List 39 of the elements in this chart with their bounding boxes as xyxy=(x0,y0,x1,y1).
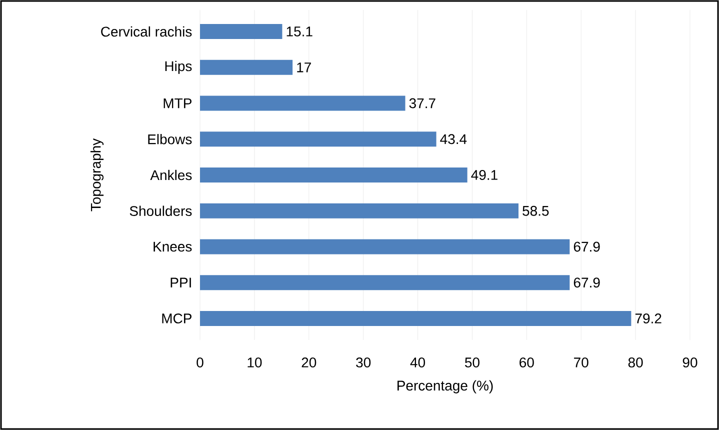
x-tick-label: 90 xyxy=(682,358,698,368)
y-tick-label: PPI xyxy=(170,278,191,288)
data-label: 15.1 xyxy=(286,26,312,36)
y-tick-label: Knees xyxy=(154,242,192,252)
data-label: 67.9 xyxy=(574,242,600,252)
y-tick-label: Ankles xyxy=(150,170,192,180)
data-label: 67.9 xyxy=(574,278,600,288)
data-label: 37.7 xyxy=(409,98,436,108)
y-axis-title: Topography xyxy=(90,138,104,212)
data-label: 49.1 xyxy=(471,170,498,180)
x-tick-label: 20 xyxy=(302,358,316,368)
data-label: 58.5 xyxy=(522,206,549,216)
x-tick-label: 60 xyxy=(520,358,534,368)
y-tick-label: Shoulders xyxy=(130,206,192,216)
data-label: 79.2 xyxy=(635,314,662,324)
bar xyxy=(200,24,282,40)
y-tick-label: Cervical rachis xyxy=(101,26,192,37)
x-tick-label: 0 xyxy=(196,358,204,368)
x-tick-label: 80 xyxy=(628,358,643,368)
bar xyxy=(200,203,518,218)
x-tick-label: 40 xyxy=(410,358,426,368)
bar xyxy=(200,60,293,75)
y-tick-label: Hips xyxy=(165,60,192,74)
x-tick-label: 10 xyxy=(248,358,262,368)
bar xyxy=(200,239,570,254)
bar xyxy=(200,96,406,111)
x-tick-label: 50 xyxy=(465,358,480,368)
x-axis-title: Percentage (%) xyxy=(398,380,493,394)
bar xyxy=(200,310,632,326)
data-label: 17 xyxy=(297,62,311,72)
y-tick-label: MTP xyxy=(164,98,192,108)
data-label: 43.4 xyxy=(440,134,467,144)
bar xyxy=(200,132,436,147)
x-tick-label: 70 xyxy=(574,358,588,368)
bar xyxy=(200,275,570,290)
bar xyxy=(200,167,468,182)
y-tick-label: MCP xyxy=(162,314,192,324)
y-tick-label: Elbows xyxy=(148,134,192,144)
x-tick-label: 30 xyxy=(356,358,371,368)
